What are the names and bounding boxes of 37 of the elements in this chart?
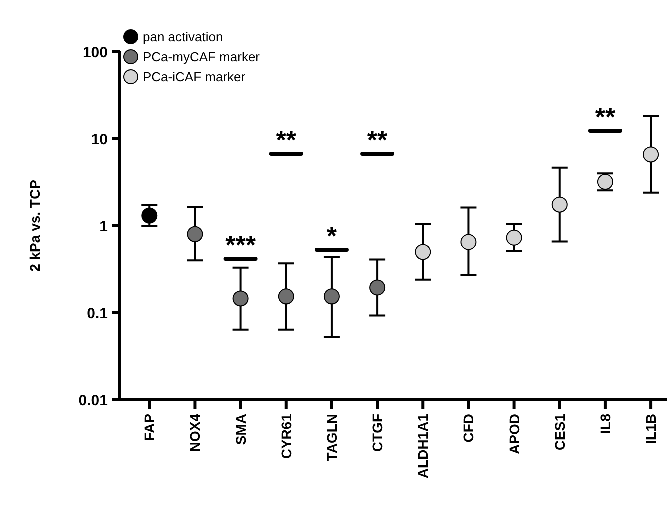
x-tick-label: CFD xyxy=(460,414,477,443)
annotation: *** xyxy=(226,230,257,260)
x-tick-label: CTGF xyxy=(370,414,386,452)
x-tick-label: TAGLN xyxy=(324,414,340,462)
point xyxy=(415,244,432,260)
annotation: ** xyxy=(367,125,389,155)
point xyxy=(142,208,158,224)
y-tick-label: 0.01 xyxy=(78,392,108,410)
x-tick-label: ALDH1A1 xyxy=(415,414,432,479)
point xyxy=(324,288,340,305)
point xyxy=(232,290,249,307)
point xyxy=(643,146,660,163)
y-tick-label: 10 xyxy=(91,131,108,148)
x-tick-label: APOD xyxy=(506,414,522,454)
x-tick-label: IL8 xyxy=(597,414,614,434)
legend-label: pan activation xyxy=(143,30,224,45)
x-tick-label: NOX4 xyxy=(187,414,204,452)
x-tick-label: FAP xyxy=(142,414,158,442)
x-tick-label: CYR61 xyxy=(278,414,294,460)
annotation: * xyxy=(326,221,338,251)
point xyxy=(460,234,477,250)
annotation: ** xyxy=(595,102,616,132)
point xyxy=(552,196,568,213)
point xyxy=(506,230,522,246)
legend-label: PCa-myCAF marker xyxy=(143,50,261,65)
y-tick-label: 1 xyxy=(100,218,108,236)
x-tick-label: IL1B xyxy=(643,414,660,444)
y-axis-title: 2 kPa vs. TCP xyxy=(27,180,43,272)
point xyxy=(278,288,294,305)
point xyxy=(370,280,386,296)
x-tick-label: CES1 xyxy=(552,414,568,451)
annotation: ** xyxy=(276,125,298,155)
x-tick-label: SMA xyxy=(232,414,249,446)
y-tick-label: 100 xyxy=(82,44,108,62)
legend-label: PCa-iCAF marker xyxy=(143,70,246,85)
point xyxy=(187,226,204,242)
y-tick-label: 0.1 xyxy=(87,305,108,322)
